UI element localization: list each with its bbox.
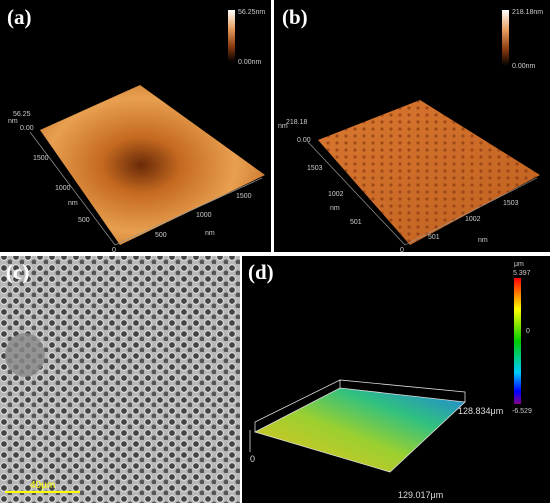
- y-tick: 500: [78, 217, 90, 224]
- colorbar-max: 56.25nm: [238, 9, 265, 16]
- x-unit: nm: [205, 230, 215, 237]
- colorbar-mid: 0: [526, 328, 530, 335]
- colorbar-a: [228, 10, 235, 62]
- y-tick: 1000: [55, 185, 71, 192]
- scale-bar-label: 40μm: [30, 480, 55, 491]
- x-tick: 1002: [465, 216, 481, 223]
- x-tick: 501: [428, 234, 440, 241]
- y-tick: 1500: [33, 155, 49, 162]
- x-tick: 1000: [196, 212, 212, 219]
- z-max: 218.18: [286, 119, 308, 126]
- y-tick: 501: [350, 219, 362, 226]
- surface-a: [40, 85, 265, 245]
- y-extent: 128.834μm: [458, 406, 503, 416]
- y-tick: 0: [112, 247, 116, 254]
- z-min: 0.00: [297, 137, 311, 144]
- x-unit: nm: [478, 237, 488, 244]
- x-tick: 1503: [503, 200, 519, 207]
- y-tick: 0: [400, 247, 404, 254]
- z-max: 56.25: [13, 111, 31, 118]
- colorbar-min: 0.00nm: [238, 59, 262, 66]
- sem-image: [0, 256, 240, 503]
- colorbar-b: [502, 10, 509, 66]
- z-unit: nm: [278, 123, 288, 130]
- panel-label: (d): [248, 260, 274, 284]
- origin: 0: [250, 454, 255, 464]
- colorbar-d: [514, 278, 521, 404]
- colorbar-min: 0.00nm: [512, 63, 536, 70]
- colorbar-min: -6.529: [512, 408, 532, 415]
- z-min: 0.00: [20, 125, 34, 132]
- y-tick: 1503: [307, 165, 323, 172]
- x-tick: 500: [155, 232, 167, 239]
- panel-label: (b): [282, 5, 308, 29]
- colorbar-max: 218.18nm: [512, 9, 543, 16]
- colorbar-max: 5.397: [513, 270, 531, 277]
- y-tick: 1002: [328, 191, 344, 198]
- y-unit: nm: [330, 205, 340, 212]
- y-unit: nm: [68, 200, 78, 207]
- x-extent: 129.017μm: [398, 490, 443, 500]
- z-unit: nm: [8, 118, 18, 125]
- x-tick: 1500: [236, 193, 252, 200]
- panel-label: (c): [6, 260, 29, 284]
- panel-label: (a): [7, 5, 32, 29]
- colorbar-unit: μm: [514, 261, 524, 268]
